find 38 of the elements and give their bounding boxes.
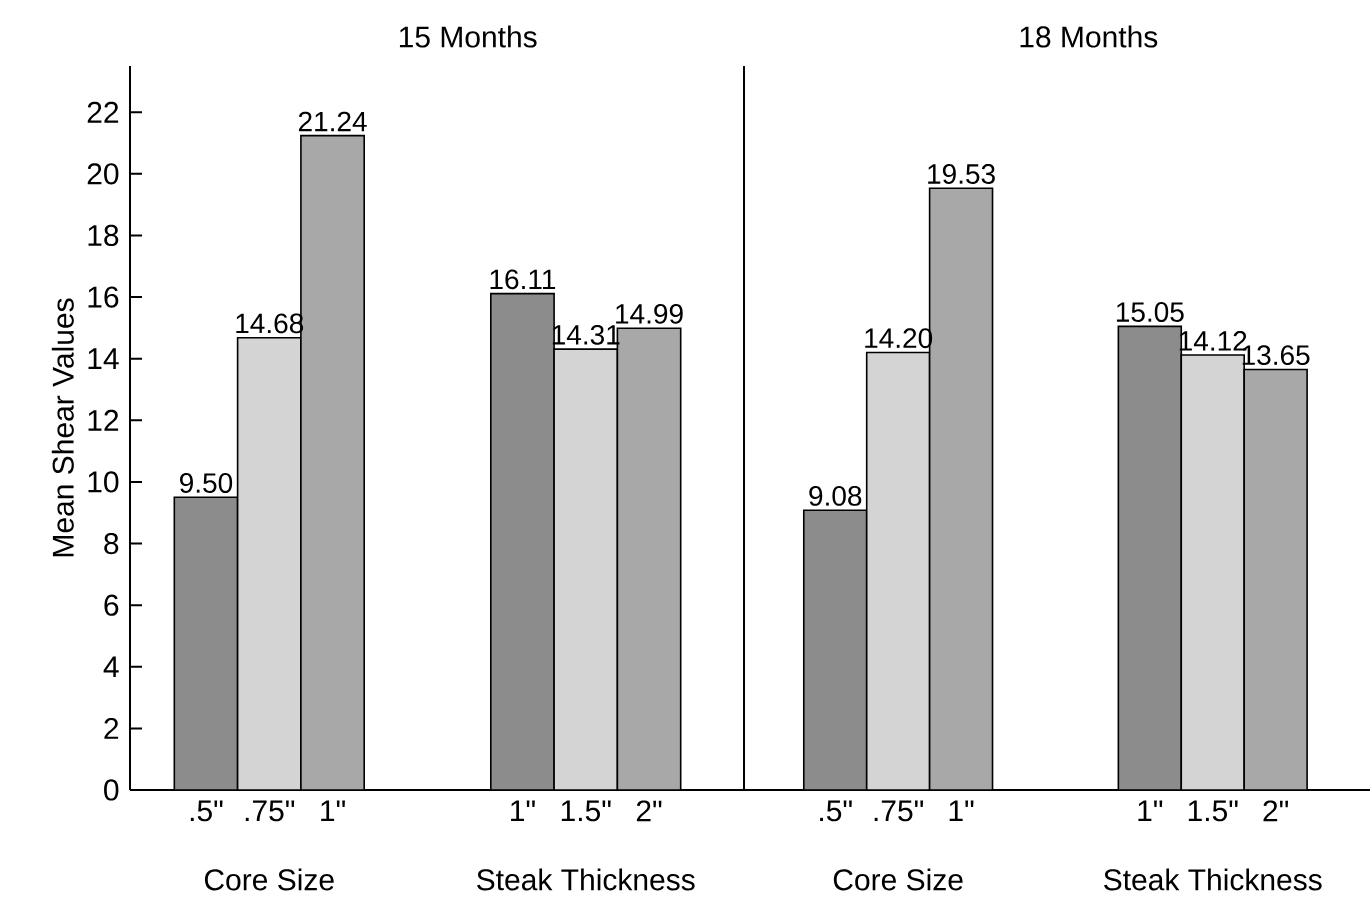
x-tick-label: 1" [321,800,345,822]
chart-title: 15 Months [399,25,537,48]
x-tick-label: .5" [190,800,223,822]
data-label: 9.08 [809,486,862,506]
data-label: 16.11 [490,269,556,290]
x-tick-label: 1.5" [1188,800,1238,822]
y-axis-title: Mean Shear Values [51,298,74,557]
x-tick-label: 1.5" [561,800,611,822]
data-label: 19.53 [928,164,995,184]
text: Steak Thickness [477,868,695,891]
y-tick-label: 14 [88,348,119,369]
text: Core Size [833,868,963,891]
data-label: 15.05 [1116,302,1184,322]
data-label: 14.99 [616,303,683,324]
y-tick-label: 6 [104,594,119,616]
y-tick-label: 2 [104,717,119,739]
x-tick-label: 1" [949,800,974,822]
x-tick-label: 1" [511,800,535,822]
y-tick-label: 8 [104,532,119,555]
data-label: 21.24 [298,111,367,132]
y-tick-label: 16 [88,286,119,308]
data-label: 9.50 [180,473,233,493]
y-tick-label: 22 [87,101,119,123]
y-tick-label: 12 [88,409,119,431]
x-tick-label: 2" [636,800,662,822]
x-tick-label: 1" [1138,800,1163,822]
x-tick-label: .75" [245,800,295,822]
y-tick-label: 4 [103,656,119,678]
y-tick-label: 0 [104,779,119,801]
y-tick-label: 18 [88,224,119,247]
text: Steak Thickness [1104,868,1322,891]
y-tick-label: 20 [87,163,119,185]
y-tick-label: 10 [88,471,119,493]
x-tick-label: 2" [1263,800,1289,822]
x-tick-label: .5" [820,800,852,822]
chart-title: 18 Months [1020,25,1158,48]
x-tick-label: .75" [874,800,924,822]
text: Core Size [204,868,334,891]
